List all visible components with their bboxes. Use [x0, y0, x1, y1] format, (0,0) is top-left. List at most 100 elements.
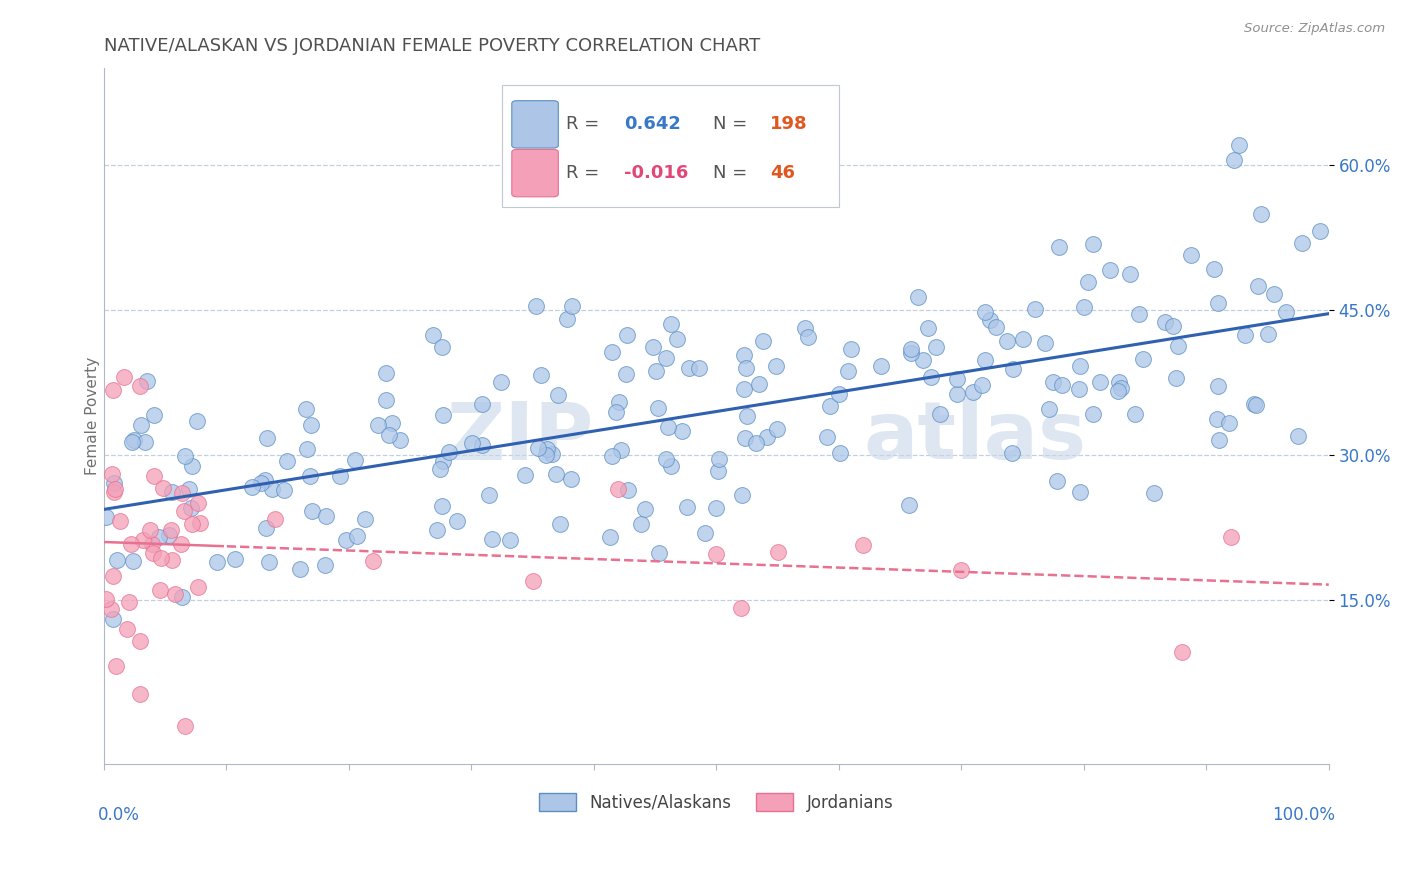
Point [354, 511, 377, 525]
Point [1069, 359, 1091, 373]
Point [491, 375, 513, 389]
Point [1206, 379, 1229, 393]
Text: 198: 198 [770, 115, 808, 134]
Point [1083, 237, 1105, 252]
Point [173, 449, 195, 463]
Point [946, 371, 969, 385]
Point [187, 496, 209, 510]
Point [765, 359, 787, 373]
Point [190, 516, 212, 530]
Point [129, 634, 152, 648]
Point [343, 453, 366, 467]
Point [1035, 335, 1057, 350]
Point [375, 366, 398, 380]
Point [363, 554, 385, 568]
Point [534, 448, 557, 462]
Point [600, 450, 623, 464]
Point [1024, 302, 1046, 317]
Point [295, 442, 318, 457]
Point [375, 393, 398, 408]
Point [432, 408, 454, 422]
Point [162, 553, 184, 567]
Text: N =: N = [713, 164, 752, 182]
Point [733, 382, 755, 396]
Point [907, 290, 929, 304]
Point [925, 340, 948, 354]
Point [314, 558, 336, 573]
Point [541, 447, 564, 461]
Point [839, 343, 862, 357]
Point [1073, 300, 1095, 314]
Point [704, 501, 727, 516]
Point [1142, 485, 1164, 500]
Point [170, 590, 193, 604]
Point [120, 537, 142, 551]
Point [471, 438, 494, 452]
Point [381, 417, 404, 431]
Point [1069, 382, 1091, 396]
Point [530, 368, 553, 383]
FancyBboxPatch shape [502, 86, 839, 207]
Point [148, 530, 170, 544]
Point [617, 483, 640, 497]
Point [1219, 530, 1241, 544]
Point [1309, 224, 1331, 238]
Point [659, 459, 682, 474]
Point [693, 526, 716, 541]
Point [912, 352, 935, 367]
Point [101, 568, 124, 582]
Point [557, 312, 579, 326]
Point [1069, 485, 1091, 500]
Text: R =: R = [565, 164, 605, 182]
Point [367, 417, 389, 432]
Point [1098, 263, 1121, 277]
Point [432, 340, 454, 354]
Point [1257, 327, 1279, 342]
Point [187, 580, 209, 594]
Point [920, 370, 942, 384]
Point [471, 396, 494, 410]
Point [527, 441, 550, 455]
Point [378, 428, 401, 442]
Point [734, 431, 756, 445]
Point [548, 517, 571, 532]
Point [675, 500, 697, 514]
Point [605, 405, 627, 419]
Point [678, 361, 700, 376]
Point [124, 433, 146, 447]
Point [797, 329, 820, 343]
Legend: Natives/Alaskans, Jordanians: Natives/Alaskans, Jordanians [533, 787, 900, 819]
Point [962, 385, 984, 400]
Point [112, 370, 135, 384]
Point [748, 376, 770, 391]
Point [929, 407, 952, 421]
Point [1223, 153, 1246, 168]
Point [1001, 361, 1024, 376]
Point [900, 346, 922, 360]
Point [974, 353, 997, 368]
Point [149, 582, 172, 597]
Point [1286, 428, 1309, 442]
Point [299, 469, 322, 483]
Point [115, 622, 138, 636]
Point [103, 383, 125, 397]
Point [180, 517, 202, 532]
Point [647, 546, 669, 560]
Point [1263, 287, 1285, 301]
Point [288, 562, 311, 576]
Point [647, 401, 669, 415]
Point [547, 388, 569, 402]
Point [730, 601, 752, 615]
Point [828, 446, 851, 460]
Point [256, 431, 278, 445]
Text: -0.016: -0.016 [624, 164, 689, 182]
Point [610, 442, 633, 457]
Point [1208, 433, 1230, 447]
Point [142, 409, 165, 423]
Point [335, 533, 357, 547]
Point [136, 374, 159, 388]
Point [170, 537, 193, 551]
Text: Source: ZipAtlas.com: Source: ZipAtlas.com [1244, 22, 1385, 36]
Point [163, 587, 186, 601]
Point [100, 467, 122, 482]
